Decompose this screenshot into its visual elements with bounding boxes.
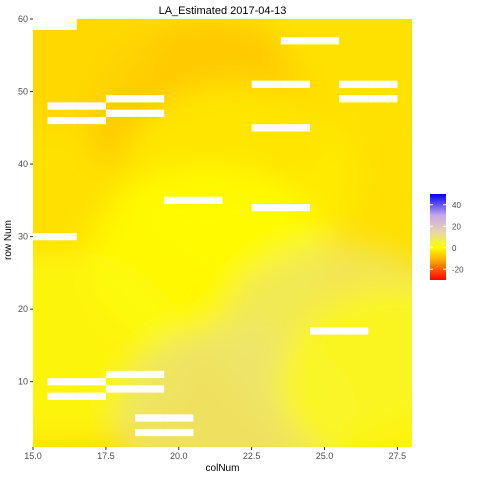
x-tick-label: 27.5 — [389, 451, 407, 461]
missing-cell — [368, 80, 398, 88]
missing-cell — [47, 116, 77, 125]
missing-cell — [47, 102, 77, 110]
x-axis: 15.0 17.5 20.0 22.5 25.0 27.5 — [24, 447, 406, 461]
missing-cell — [251, 124, 281, 132]
x-axis-title: colNum — [206, 463, 240, 474]
missing-cell — [47, 378, 77, 386]
legend-tick-label: 0 — [452, 244, 457, 253]
missing-cell — [280, 124, 310, 132]
missing-cell — [164, 196, 194, 204]
missing-cell — [135, 109, 165, 117]
legend-colorbar — [430, 194, 446, 280]
missing-cell — [135, 428, 165, 437]
missing-cell — [339, 95, 369, 103]
legend-tick-label: 20 — [452, 222, 461, 231]
missing-cell — [47, 19, 77, 23]
missing-cell — [280, 203, 310, 212]
missing-cell — [105, 95, 136, 103]
missing-cells — [33, 19, 398, 437]
legend-ticks: 40 20 0 -20 — [430, 201, 464, 274]
x-tick-label: 15.0 — [24, 451, 42, 461]
missing-cell — [47, 22, 77, 30]
missing-cell — [251, 80, 281, 88]
missing-cell — [47, 392, 77, 400]
chart-title: LA_Estimated 2017-04-13 — [159, 5, 287, 17]
missing-cell — [368, 95, 398, 103]
missing-cell — [33, 19, 48, 23]
missing-cell — [76, 392, 106, 400]
x-tick-label: 22.5 — [243, 451, 261, 461]
y-tick-label: 40 — [18, 159, 28, 169]
missing-cell — [105, 109, 136, 117]
missing-cell — [339, 327, 369, 335]
y-tick-label: 60 — [18, 14, 28, 24]
missing-cell — [164, 428, 194, 437]
x-tick-label: 20.0 — [170, 451, 188, 461]
missing-cell — [280, 37, 310, 45]
y-tick-label: 50 — [18, 87, 28, 97]
missing-cell — [135, 414, 165, 422]
field-blob-1 — [33, 19, 153, 129]
y-tick-label: 10 — [18, 377, 28, 387]
missing-cell — [193, 196, 223, 204]
missing-cell — [164, 414, 194, 422]
legend-tick-label: -20 — [452, 265, 464, 274]
missing-cell — [33, 233, 48, 241]
missing-cell — [76, 116, 106, 125]
field-blob-8 — [277, 286, 412, 447]
missing-cell — [339, 80, 369, 88]
missing-cell — [135, 385, 165, 393]
legend-tick-label: 40 — [452, 201, 461, 210]
y-tick-label: 30 — [18, 232, 28, 242]
missing-cell — [135, 370, 165, 379]
missing-cell — [309, 327, 340, 335]
missing-cell — [251, 203, 281, 212]
missing-cell — [280, 80, 310, 88]
color-legend: 40 20 0 -20 — [430, 194, 464, 280]
missing-cell — [76, 378, 106, 386]
y-tick-label: 20 — [18, 304, 28, 314]
missing-cell — [105, 385, 136, 393]
missing-cell — [76, 102, 106, 110]
x-tick-label: 17.5 — [97, 451, 115, 461]
missing-cell — [135, 95, 165, 103]
y-axis: 10 20 30 40 50 60 — [18, 14, 33, 387]
missing-cell — [309, 37, 340, 45]
missing-cell — [105, 370, 136, 379]
y-axis-title: row Num — [3, 220, 14, 260]
missing-cell — [47, 233, 77, 241]
x-tick-label: 25.0 — [316, 451, 334, 461]
missing-cell — [33, 22, 48, 30]
